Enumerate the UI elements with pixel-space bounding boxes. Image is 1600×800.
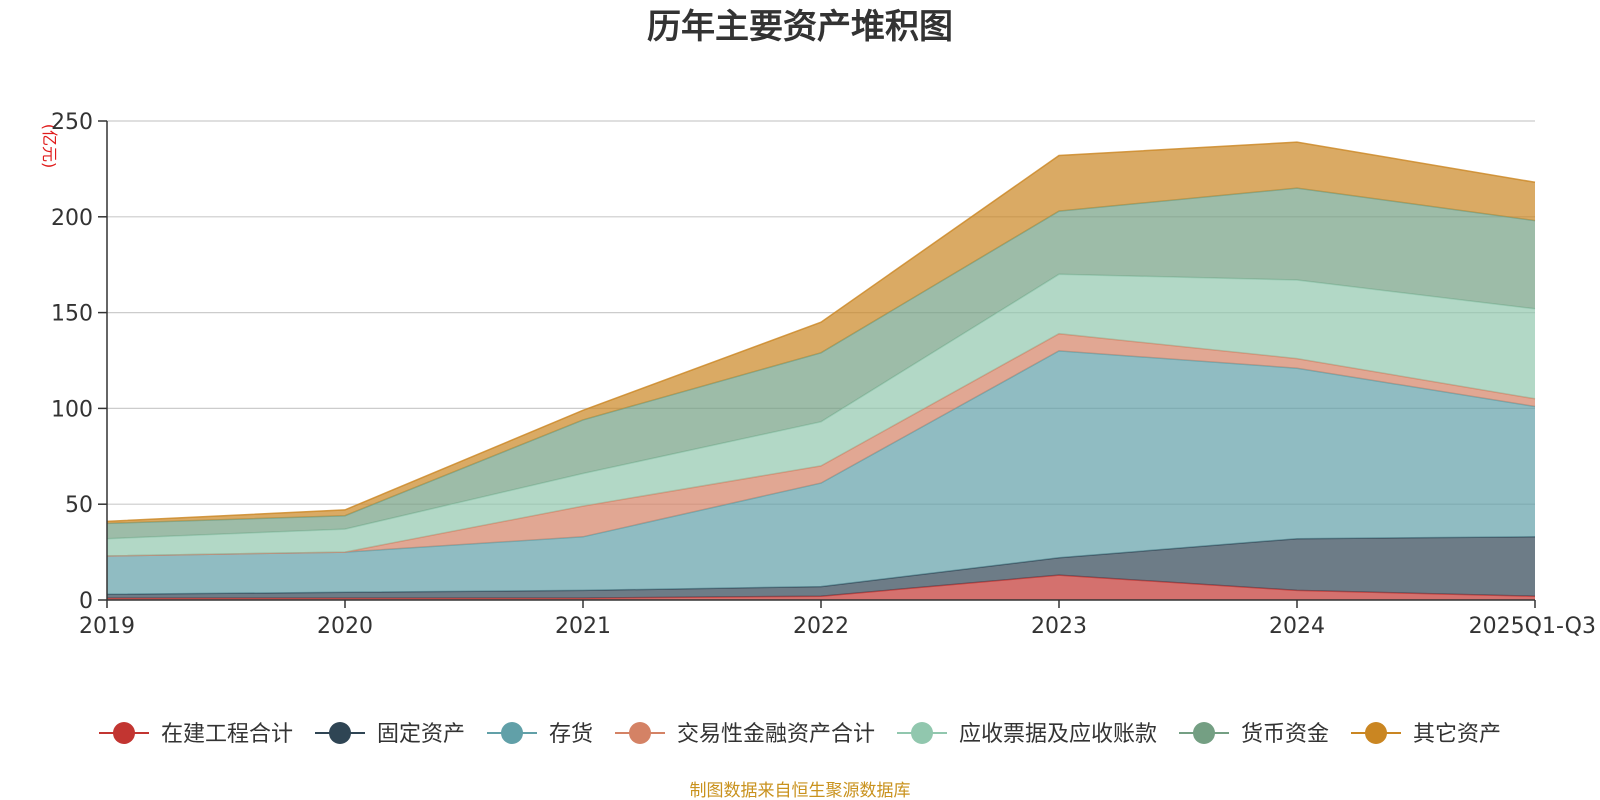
legend-marker [329,722,351,744]
area-series-0 [107,575,1535,600]
legend-marker [911,722,933,744]
legend-item-4[interactable]: 应收票据及应收账款 [897,722,1157,747]
x-tick-label: 2022 [793,614,849,639]
area-edge-6 [106,141,1536,523]
x-tick-label: 2024 [1269,614,1325,639]
y-tick-label: 100 [51,397,93,422]
legend-label: 应收票据及应收账款 [959,722,1157,747]
x-tick-label: 2021 [555,614,611,639]
legend-item-5[interactable]: 货币资金 [1179,722,1329,747]
y-axis-unit-label: (亿元) [40,124,59,169]
area-series-2 [107,350,1535,595]
x-axis-ticks: 2019 2020 2021 2022 2023 2024 2025Q1-Q3 [79,600,1596,639]
legend-marker [501,722,523,744]
area-series-group [106,141,1536,600]
area-series-6 [107,142,1535,524]
legend-marker [629,722,651,744]
x-tick-label: 2023 [1031,614,1087,639]
y-tick-label: 50 [65,493,93,518]
legend-item-3[interactable]: 交易性金融资产合计 [615,722,875,747]
y-tick-label: 0 [79,589,93,614]
y-tick-label: 150 [51,302,93,327]
legend-label: 其它资产 [1413,722,1501,747]
legend[interactable]: 在建工程合计 固定资产 存货 交易性金融资产合计 应收票据及应收账款 货币资金 其它资产 [99,722,1501,747]
x-tick-label: 2025Q1-Q3 [1469,614,1596,639]
legend-item-2[interactable]: 存货 [487,722,593,747]
y-axis-ticks: 0 50 100 150 200 250 [51,110,107,614]
x-tick-label: 2020 [317,614,373,639]
area-series-5 [107,188,1535,539]
legend-label: 固定资产 [377,722,465,747]
area-series-4 [107,274,1535,556]
legend-marker [1193,722,1215,744]
legend-marker [113,722,135,744]
legend-label: 货币资金 [1241,722,1329,747]
legend-item-1[interactable]: 固定资产 [315,722,465,747]
legend-item-6[interactable]: 其它资产 [1351,722,1501,747]
chart-title: 历年主要资产堆积图 [647,7,953,47]
area-series-1 [107,536,1535,599]
legend-label: 存货 [549,722,593,747]
x-tick-label: 2019 [79,614,135,639]
legend-label: 交易性金融资产合计 [677,722,875,747]
legend-marker [1365,722,1387,744]
source-note: 制图数据来自恒生聚源数据库 [690,781,911,800]
y-tick-label: 200 [51,206,93,231]
legend-item-0[interactable]: 在建工程合计 [99,722,293,747]
y-tick-label: 250 [51,110,93,135]
legend-label: 在建工程合计 [161,722,293,747]
